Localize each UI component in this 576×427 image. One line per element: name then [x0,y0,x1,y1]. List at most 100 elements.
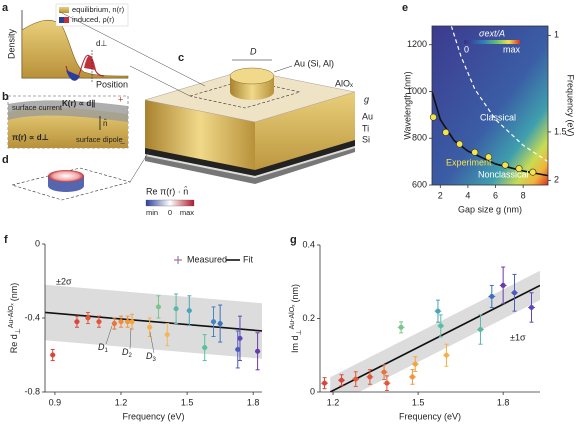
colorbar [464,40,520,44]
band-label: ±2σ [56,276,72,286]
x-tick-label: 1.8 [497,397,510,407]
point [353,376,359,382]
point [147,324,153,330]
label-sub: ⊥ [15,328,22,334]
colorbar-tick: 0 [168,208,172,217]
label: π(r) ∝ d⊥ [12,133,49,142]
label-unit: (nm) [9,283,19,302]
label: + [118,94,123,104]
point [485,153,493,161]
x-tick-label: 4 [465,190,470,200]
point [442,128,450,136]
leader [273,65,293,73]
x-tick-label: 8 [521,190,526,200]
legend-swatch [59,7,69,13]
point [412,361,418,367]
y-tick-label: 800 [412,133,427,143]
induced-bump [84,55,96,70]
label-unit: (nm) [290,284,300,303]
y-tick-label: -0.4 [24,312,40,322]
series-label: Experiment [446,157,492,167]
legend-label: equilibrium, n(r) [72,5,125,14]
point [173,306,179,312]
label: AlOₓ [335,78,353,88]
legend-box [55,3,129,27]
y-tick-label: 0.4 [302,239,315,249]
panel-label: e [402,2,408,14]
y-tick-label: 0 [35,238,40,248]
substrate [145,148,355,184]
confidence-band [330,270,540,392]
panel-label: c [178,52,184,64]
point [111,321,117,327]
point [118,319,124,325]
y2-tick-label: 2 [554,175,559,185]
y-tick-label: 600 [412,179,427,189]
panel-label: b [2,91,9,103]
point [500,282,506,288]
point [438,323,444,329]
x-label: Frequency (eV) [399,411,461,421]
legend-label: Measured [187,254,227,264]
panel-label: d [2,154,9,166]
line [45,311,262,332]
label-text: Re d [9,334,19,353]
y2-tick-label: 1 [554,30,559,40]
line [432,91,548,177]
x-tick-label: 0.9 [49,397,62,407]
colorbar-title: Re π(r) · n̂ [146,186,188,196]
y-tick-label: 1200 [407,39,427,49]
disk-top [48,170,84,182]
point [443,352,449,358]
annotation-sub: 1 [105,348,109,354]
annotation: D1 [98,342,109,353]
point [237,335,243,341]
line [329,284,540,392]
label: Au (Si, Al) [294,58,334,68]
point [155,304,161,310]
label: surface dipole [76,135,123,144]
block-side [255,92,355,178]
connector [59,11,206,87]
point [435,308,441,314]
label: Si [362,134,370,144]
x-label: Position [96,79,128,89]
ylabel: Re d⊥Au-AlOₓ(nm) [8,283,22,353]
point [511,290,517,296]
point [501,161,509,169]
annotation-text: D [98,342,105,352]
point [515,165,523,173]
point [489,293,495,299]
point [339,377,345,383]
disk-top [229,67,275,85]
point [384,380,390,386]
colorbar [145,199,195,207]
x-tick-label: 2 [438,190,443,200]
colorbar-tick: min [146,208,158,217]
annotation: D3 [146,351,157,362]
line [450,26,548,163]
point [409,374,415,380]
y2-tick-label: 1.5 [554,126,567,136]
point [186,308,192,314]
legend-swatch [59,17,64,23]
label: K(r) ∝ d∥ [62,99,95,108]
point [74,319,80,325]
point [471,148,479,156]
legend-swatch [64,17,69,23]
y-tick-label: -0.8 [24,386,40,396]
plot-area [45,284,262,359]
annotation-text: D [122,347,129,357]
point [125,319,131,325]
frame [431,25,549,186]
ti-layer [145,140,355,176]
x-tick-label: 1.2 [115,397,128,407]
legend-label: induced, ρ(r) [72,15,115,24]
y-label: Density [6,28,16,59]
label-sup: Au-AlOₓ [8,303,15,329]
point [367,374,373,380]
point [477,327,483,333]
plot-area [329,270,540,392]
x-tick-label: 1.8 [247,397,260,407]
